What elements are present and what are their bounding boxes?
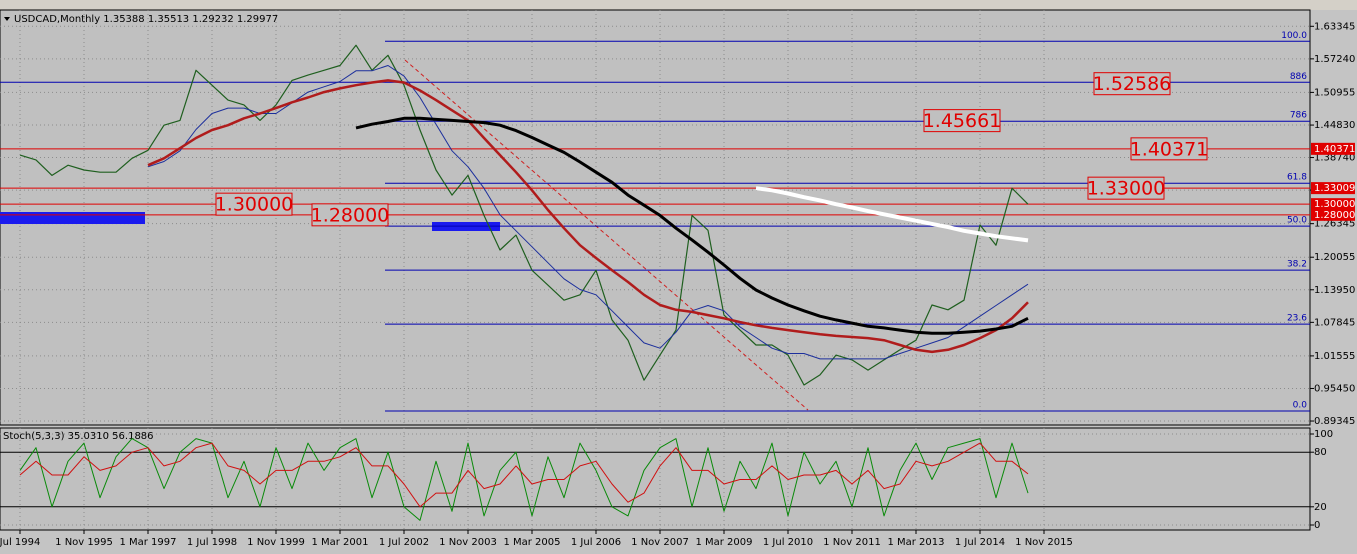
- stoch-panel: [0, 427, 1311, 531]
- fib-label: 0.0: [1293, 401, 1308, 411]
- stoch-title: Stoch(5,3,3) 35.0310 56.1886: [3, 431, 154, 442]
- y-tick-label: 1.01555: [1314, 351, 1355, 362]
- fib-label: 38.2: [1287, 260, 1307, 270]
- level-label: 1.33000: [1087, 178, 1166, 200]
- x-tick-label: 1 Jul 2010: [763, 537, 813, 548]
- y-tick-label: 1.57240: [1314, 54, 1355, 65]
- level-box: [215, 192, 293, 216]
- x-tick-label: 1 Jul 2006: [571, 537, 621, 548]
- zone: [0, 212, 145, 224]
- trend-line: [404, 59, 809, 411]
- y-tick-label: 1.50955: [1314, 87, 1355, 98]
- fib-label: 61.8: [1287, 173, 1307, 183]
- x-tick-label: 1 Jul 2014: [955, 537, 1005, 548]
- chart-title: USDCAD,Monthly 1.35388 1.35513 1.29232 1…: [14, 14, 278, 25]
- y-tick-label: 1.07845: [1314, 317, 1355, 328]
- x-tick-label: 1 Jul 1998: [187, 537, 237, 548]
- y-tick-label: 0.95450: [1314, 383, 1355, 394]
- y-tick-label: 1.26345: [1314, 219, 1355, 230]
- price-tag: [1311, 198, 1355, 211]
- x-tick-label: 1 Mar 2013: [887, 537, 944, 548]
- y-tick-label: 1.63345: [1314, 21, 1355, 32]
- price-tag-label: 1.28000: [1314, 210, 1355, 221]
- x-tick-label: 1 Mar 2005: [503, 537, 560, 548]
- x-tick-label: 1 Nov 1995: [55, 537, 113, 548]
- level-label: 1.52586: [1093, 73, 1172, 95]
- x-tick-label: 1 Nov 2003: [439, 537, 497, 548]
- y-tick-label: 0.89345: [1314, 416, 1355, 427]
- fib-label: 23.6: [1287, 314, 1307, 324]
- fib-label: 100.0: [1281, 31, 1307, 41]
- x-tick-label: 1 Nov 2015: [1015, 537, 1073, 548]
- y-tick-label: 100: [1314, 429, 1333, 440]
- y-tick-label: 1.13950: [1314, 285, 1355, 296]
- y-tick-label: 1.44830: [1314, 120, 1355, 131]
- x-tick-label: 1 Nov 1999: [247, 537, 305, 548]
- price-tag-label: 1.33009: [1314, 183, 1355, 194]
- y-tick-label: 1.20055: [1314, 252, 1355, 263]
- x-tick-label: 1 Mar 2009: [695, 537, 752, 548]
- series-line: [355, 116, 1029, 335]
- y-tick-label: 80: [1314, 447, 1327, 458]
- level-box: [1130, 137, 1208, 161]
- level-label: 1.45661: [923, 110, 1002, 132]
- fib-label: 50.0: [1287, 216, 1307, 226]
- price-tag: [1311, 142, 1355, 155]
- series-line: [19, 442, 1029, 508]
- x-tick-label: 1 Nov 2007: [631, 537, 689, 548]
- x-tick-label: 1 Mar 2001: [311, 537, 368, 548]
- price-tag-label: 1.40371: [1314, 144, 1355, 155]
- y-tick-label: 0: [1314, 520, 1320, 531]
- x-tick-label: 1 Jul 2002: [379, 537, 429, 548]
- y-tick-label: 20: [1314, 502, 1327, 513]
- series-line: [147, 79, 1029, 354]
- price-panel: [0, 9, 1311, 426]
- level-box: [1093, 72, 1171, 96]
- toolbar-strip: [0, 0, 1357, 10]
- price-tag: [1311, 208, 1355, 221]
- series-line: [755, 186, 1029, 243]
- y-tick-label: 1.38740: [1314, 153, 1355, 164]
- x-tick-label: 1 Mar 1997: [119, 537, 176, 548]
- price-tag-label: 1.30000: [1314, 199, 1355, 210]
- level-label: 1.40371: [1130, 138, 1209, 160]
- fib-label: 886: [1290, 72, 1307, 82]
- menu-arrow: [4, 17, 10, 21]
- x-tick-label: Jul 1994: [0, 537, 40, 548]
- price-tag: [1311, 182, 1355, 195]
- series-line: [19, 44, 1029, 386]
- level-box: [1087, 176, 1165, 200]
- x-tick-label: 1 Nov 2011: [823, 537, 881, 548]
- level-label: 1.28000: [311, 204, 390, 226]
- level-box: [311, 203, 389, 227]
- level-label: 1.30000: [215, 194, 294, 216]
- fib-label: 786: [1290, 111, 1307, 121]
- level-box: [923, 109, 1001, 133]
